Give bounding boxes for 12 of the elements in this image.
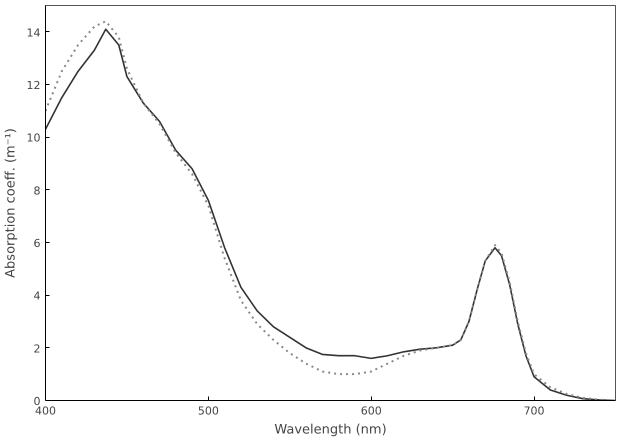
x-axis-title: Wavelength (nm) — [274, 422, 387, 438]
x-tick-label: 700 — [524, 404, 545, 418]
x-tick-label: 500 — [198, 404, 219, 418]
y-tick-label: 6 — [34, 237, 40, 250]
y-tick-label: 10 — [26, 132, 41, 145]
x-tick-label: 600 — [360, 404, 382, 418]
y-tick-label: 4 — [34, 290, 40, 303]
y-tick-label: 14 — [26, 26, 41, 40]
y-tick-label: 8 — [34, 184, 40, 198]
y-tick-label: 2 — [34, 342, 40, 356]
y-tick-label: 12 — [26, 79, 41, 92]
y-axis-title: Absorption coeff. (m⁻¹) — [4, 128, 19, 278]
